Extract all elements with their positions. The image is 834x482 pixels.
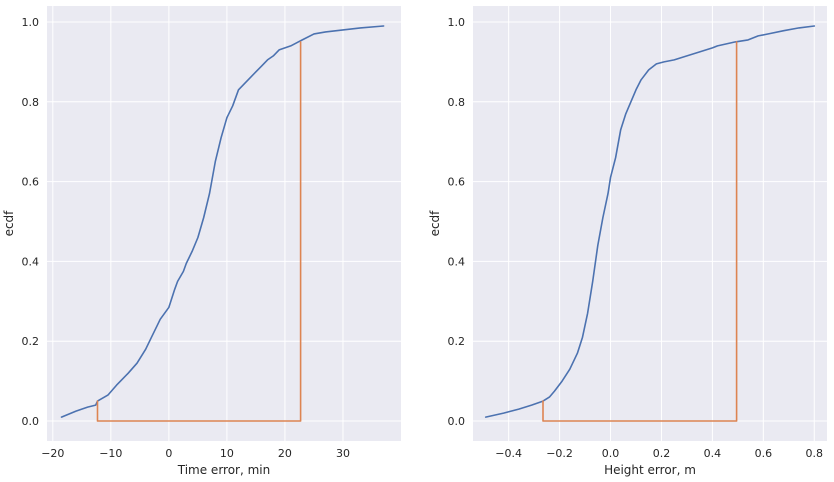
x-tick-label: −20 [41, 447, 64, 460]
y-axis-label: ecdf [428, 210, 442, 237]
chart-height: −0.4 −0.2 0.0 0.2 0.4 0.6 0.8 0.0 0.2 0.4 0.6 0.8 1.… [428, 6, 827, 477]
x-tick-label: −0.2 [546, 447, 573, 460]
x-tick-label: 20 [278, 447, 292, 460]
y-tick-label: 0.2 [448, 335, 466, 348]
x-tick-label: 0.6 [755, 447, 773, 460]
bound-line [542, 41, 738, 422]
x-axis-label: Time error, min [177, 463, 271, 477]
y-tick-label: 0.6 [448, 176, 466, 189]
plot-area [47, 6, 401, 441]
y-tick-label: 0.6 [22, 176, 40, 189]
x-tick-label: −0.4 [495, 447, 522, 460]
x-tick-label: 0.2 [653, 447, 671, 460]
y-tick-label: 1.0 [22, 16, 40, 29]
x-tick-label: 0.8 [806, 447, 824, 460]
x-tick-label: 0.0 [602, 447, 620, 460]
plot-area [473, 6, 827, 441]
y-tick-label: 1.0 [448, 16, 466, 29]
y-tick-label: 0.0 [448, 415, 466, 428]
x-tick-label: 0 [165, 447, 172, 460]
ecdf-line [484, 25, 816, 418]
y-axis-label: ecdf [2, 210, 16, 237]
x-tick-label: 10 [220, 447, 234, 460]
bound-line [96, 41, 302, 422]
ecdf-line [60, 25, 385, 418]
y-tick-label: 0.0 [22, 415, 40, 428]
y-tick-label: 0.4 [22, 255, 40, 268]
chart-time: −20 −10 0 10 20 30 0.0 0.2 0.4 0.6 0.8 1.0 Time erro… [2, 6, 401, 477]
x-tick-label: 0.4 [704, 447, 722, 460]
x-axis-label: Height error, m [604, 463, 696, 477]
y-tick-label: 0.4 [448, 255, 466, 268]
y-tick-label: 0.2 [22, 335, 40, 348]
y-tick-label: 0.8 [22, 96, 40, 109]
x-tick-label: −10 [99, 447, 122, 460]
x-tick-label: 30 [336, 447, 350, 460]
y-tick-label: 0.8 [448, 96, 466, 109]
